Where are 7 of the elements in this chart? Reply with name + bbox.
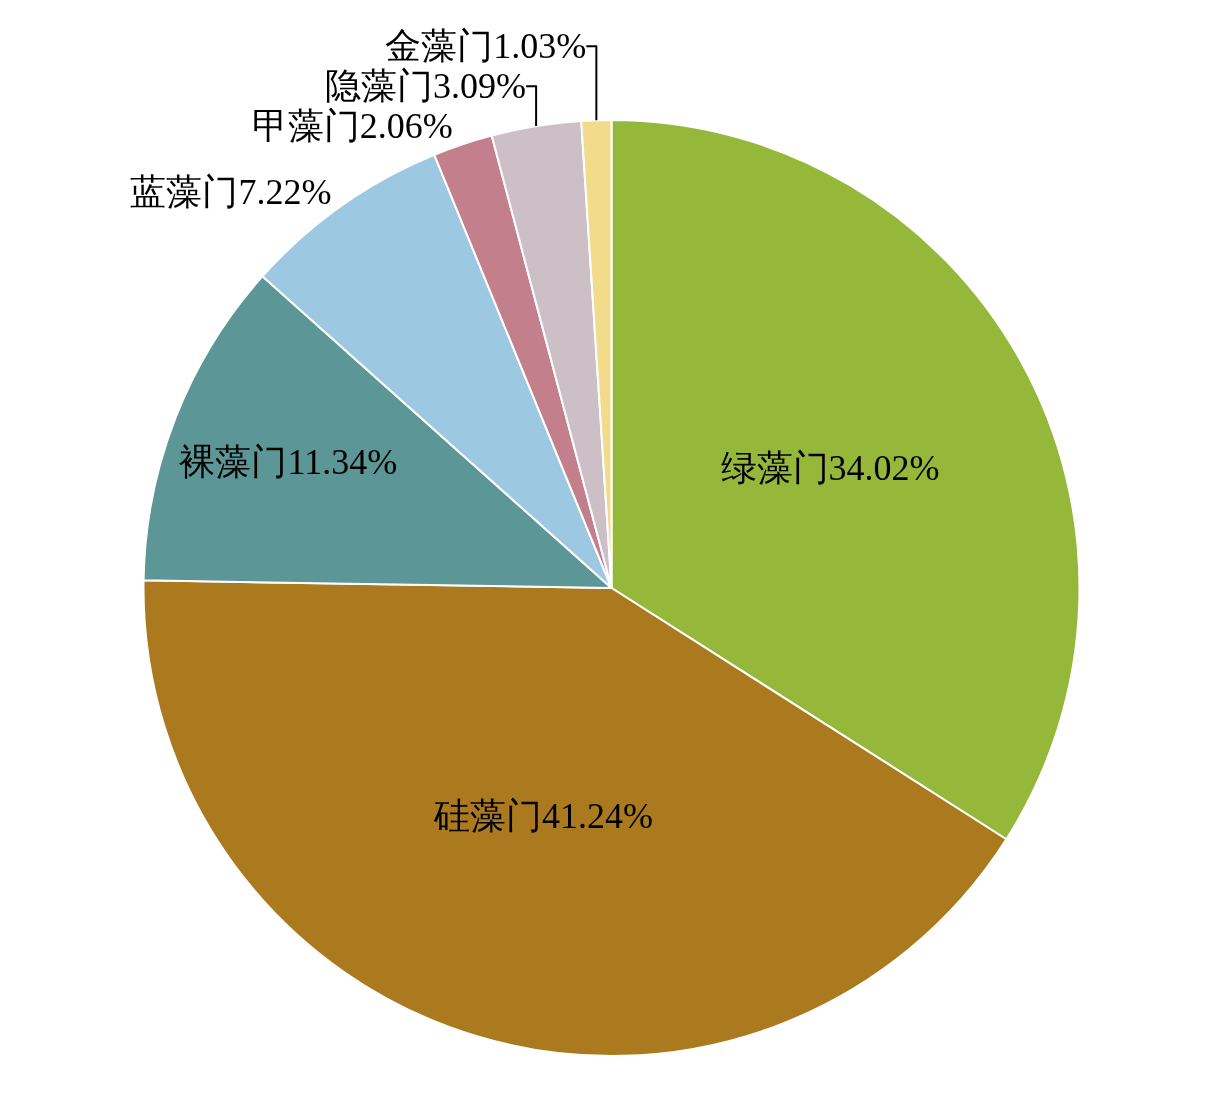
slice-label: 硅藻门41.24% bbox=[432, 796, 653, 837]
slice-label: 绿藻门34.02% bbox=[720, 447, 940, 488]
slice-label: 甲藻门2.06% bbox=[251, 106, 453, 147]
slice-label: 隐藻门3.09% bbox=[325, 66, 527, 107]
slice-label: 蓝藻门7.22% bbox=[130, 172, 332, 213]
slice-label: 金藻门1.03% bbox=[385, 26, 587, 67]
slice-label: 裸藻门11.34% bbox=[179, 441, 398, 482]
